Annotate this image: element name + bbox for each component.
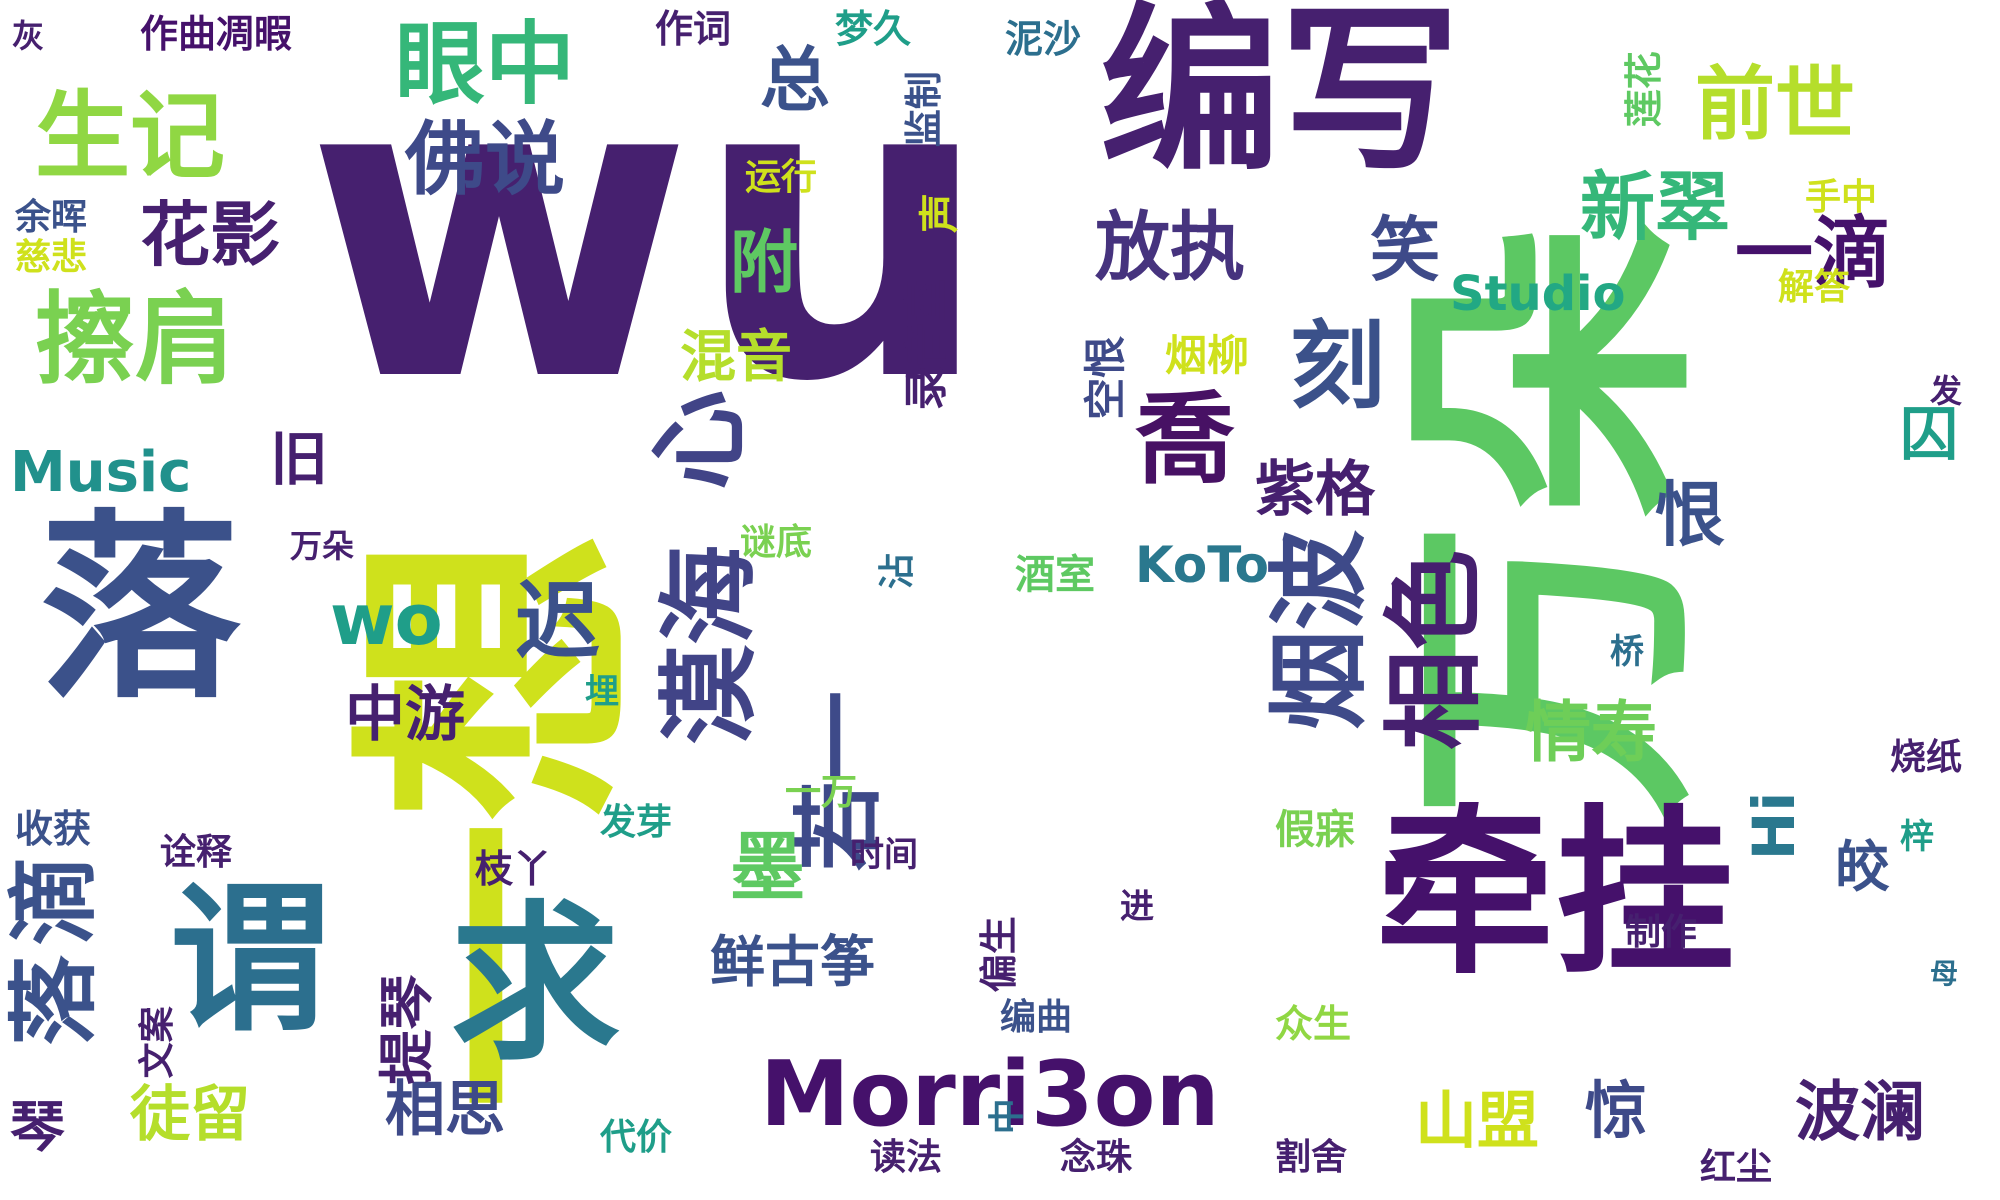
word-xiangu: 鲜古筝 <box>710 930 876 994</box>
word-nisha: 泥沙 <box>1005 17 1082 61</box>
word-shengji: 生记 <box>35 82 226 192</box>
word-cibei: 慈悲 <box>15 237 88 278</box>
word-qiu2: 囚 <box>1900 400 1959 468</box>
word-qianshi: 前世 <box>1695 58 1855 151</box>
word-fangzhi: 放执 <box>1095 203 1246 291</box>
word-xiao: 笑 <box>1370 209 1440 291</box>
word-hongchen: 红尘 <box>1700 1147 1773 1188</box>
word-jieda: 解答 <box>1778 267 1851 308</box>
word-luyinshi: 录音室 <box>901 278 952 411</box>
word-qiao2: 桥 <box>1610 632 1644 672</box>
word-mu: 母 <box>1930 957 1959 990</box>
word-faya: 发芽 <box>600 802 673 843</box>
word-yunxing: 运行 <box>745 157 818 198</box>
word-wu: wu <box>305 0 993 474</box>
word-xincui: 新翠 <box>1580 163 1731 251</box>
word-quanshi: 诠释 <box>160 832 233 873</box>
word-zhizuo: 制作 <box>1625 912 1698 953</box>
word-wei: 谓 <box>170 866 331 1053</box>
word-shouzhong: 手中 <box>1805 177 1878 218</box>
word-mohai: 漠海 <box>651 545 768 745</box>
word-studio: Studio <box>1450 266 1626 322</box>
word-yidi: 一滴 <box>1735 209 1892 299</box>
word-zhongyou: 中游 <box>345 680 465 750</box>
word-di: 滴 <box>2 855 107 946</box>
word-zi: 梓 <box>1900 817 1934 857</box>
word-yuhui: 余晖 <box>15 197 88 238</box>
word-zhan: 沾 <box>877 553 918 590</box>
word-konghen: 空恨 <box>1081 335 1130 420</box>
word-qin: 琴 <box>10 1095 66 1159</box>
word-wenan: 文案 <box>137 1006 178 1079</box>
word-jiushi: 酒室 <box>1015 552 1095 598</box>
word-fu: 附 <box>730 224 799 303</box>
word-xiangsi: 相思 <box>385 1075 505 1145</box>
word-zuoci: 作词 <box>655 7 732 51</box>
word-luo2: 落 <box>2 955 107 1046</box>
word-sheng: 声 <box>917 193 963 233</box>
word-tiqin: 提琴 <box>375 974 439 1085</box>
word-yanliu: 烟柳 <box>1165 331 1250 380</box>
word-luo: 落 <box>40 493 241 726</box>
word-zuoqu: 作曲凋暇 <box>140 12 293 56</box>
word-qiu: 求 <box>450 886 621 1084</box>
word-shijian: 时间 <box>850 835 918 875</box>
word-mai: 埋 <box>585 672 619 712</box>
word-xin: 心 <box>641 390 758 490</box>
word-pian: 偏生 <box>977 916 1021 993</box>
word-chi: 迟 <box>515 573 601 672</box>
word-cajian: 擦肩 <box>35 281 235 398</box>
word-jiu: 旧 <box>270 425 329 493</box>
word-mo: 墨 <box>730 823 806 911</box>
word-zhong: 中 <box>987 1098 1028 1135</box>
word-koto: KoTo <box>1135 536 1270 594</box>
word-jiao: 皎 <box>1835 835 1891 899</box>
word-zhongsheng: 众生 <box>1275 1002 1352 1046</box>
word-music: Music <box>10 440 192 505</box>
word-xiangse: 相色 <box>1376 550 1493 750</box>
word-jing: 惊 <box>1585 1074 1648 1147</box>
word-ke: 刻 <box>1290 312 1386 422</box>
word-mengjiu: 梦久 <box>835 7 912 51</box>
word-hunyin: 混音 <box>680 325 792 390</box>
word-hen: 恨 <box>1655 474 1725 556</box>
word-jiaji: 假寐 <box>1275 807 1355 853</box>
word-lianhua: 莲花 <box>1622 51 1666 128</box>
word-ziji: 紫格 <box>1255 455 1375 525</box>
word-yanzhong: 眼中 <box>395 12 575 117</box>
word-fa: 发 <box>1930 372 1963 410</box>
word-shaozhi: 烧纸 <box>1890 737 1963 778</box>
word-foshuo: 佛说 <box>405 113 565 206</box>
word-shouhuo: 收获 <box>15 807 92 851</box>
word-yiwan: 一万 <box>785 772 858 813</box>
word-shanmeng: 山盟 <box>1415 1084 1540 1157</box>
word-yanbo: 烟波 <box>1261 530 1378 730</box>
word-qingshou: 情寿 <box>1525 694 1657 771</box>
word-zong: 总 <box>760 39 830 121</box>
word-geshe: 割舍 <box>1275 1137 1348 1178</box>
word-qiao: 喬 <box>1135 381 1235 498</box>
word-jianzhi: 监制 <box>902 71 946 148</box>
word-dufa: 读法 <box>870 1137 943 1178</box>
word-daijia: 代价 <box>600 1117 673 1158</box>
word-wanduo2: 万朵 <box>290 527 355 565</box>
word-bianqu: 编曲 <box>1000 997 1073 1038</box>
word-qiangua: 牵挂 <box>1375 790 1736 999</box>
word-jin: 进 <box>1120 887 1154 927</box>
word-nianzhu: 念珠 <box>1060 1137 1133 1178</box>
word-bianxie: 编写 <box>1100 0 1461 196</box>
word-wo: wo <box>330 579 443 661</box>
word-tuliu: 徒留 <box>130 1080 250 1150</box>
word-zhiya: 枝丫 <box>475 847 552 891</box>
word-midi: 谜底 <box>740 522 813 563</box>
word-hi: Hi <box>1740 791 1808 861</box>
word-morrison: Morri3on <box>760 1042 1220 1147</box>
word-hui: 灰 <box>12 17 45 55</box>
word-bolan: 波澜 <box>1795 1075 1926 1150</box>
word-huaying: 花影 <box>140 194 280 276</box>
